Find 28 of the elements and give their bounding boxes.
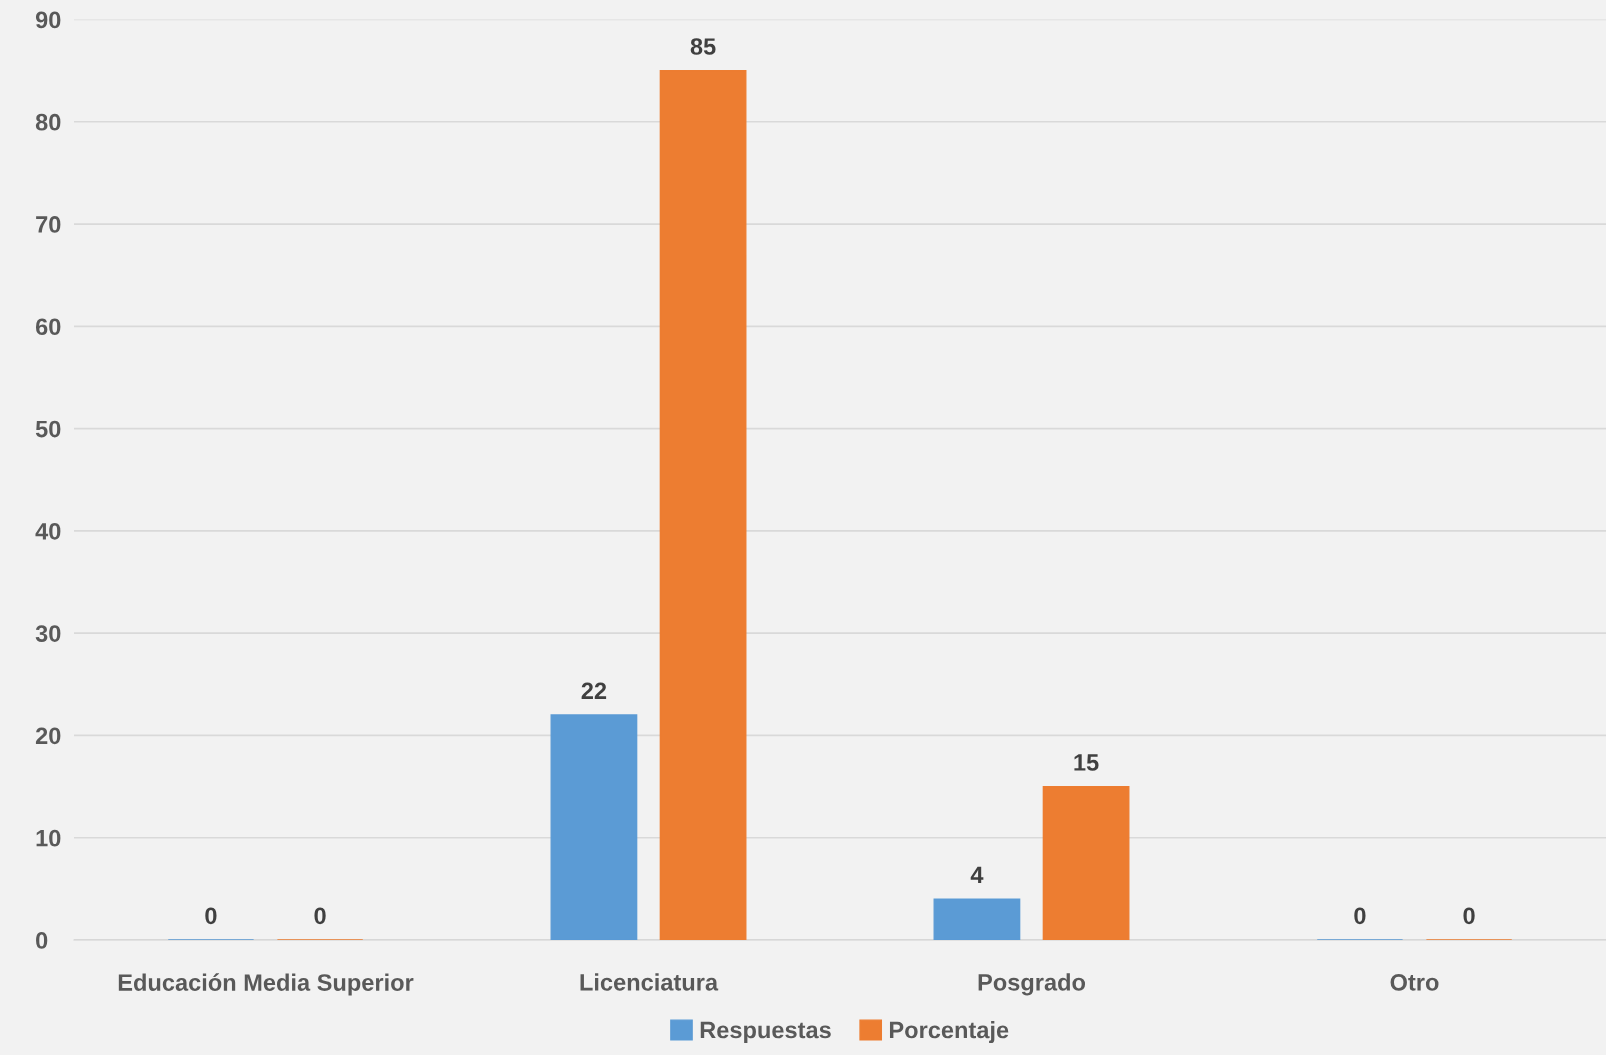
y-tick-label: 70 [36,216,61,233]
bar [659,69,747,940]
y-tick-label: 50 [35,420,61,438]
y-tick-label: 60 [35,318,61,336]
data-label: 85 [690,38,716,55]
bar [550,714,638,940]
data-label: 15 [1074,754,1099,771]
y-tick-label: 40 [35,522,61,540]
y-tick-label: 90 [35,11,61,29]
legend-label: Porcentaje [889,1021,1009,1044]
x-tick-label: Otro [1390,973,1439,991]
y-tick-label: 10 [36,829,61,847]
data-label: 0 [314,907,326,925]
data-label: 0 [205,907,217,925]
legend-label: Respuestas [700,1021,831,1044]
y-tick-label: 20 [35,727,61,745]
y-tick-label: 0 [36,932,48,949]
data-label: 0 [1354,907,1366,925]
bar [933,898,1021,940]
x-tick-label: Posgrado [978,973,1086,996]
x-tick-label: Licenciatura [580,973,719,991]
data-label: 0 [1463,907,1475,925]
y-tick-label: 30 [35,625,61,642]
data-label: 22 [581,682,607,699]
bar [1042,785,1130,940]
y-tick-label: 80 [35,113,61,131]
x-tick-label: Educación Media Superior [118,973,414,996]
data-label: 4 [970,866,984,884]
